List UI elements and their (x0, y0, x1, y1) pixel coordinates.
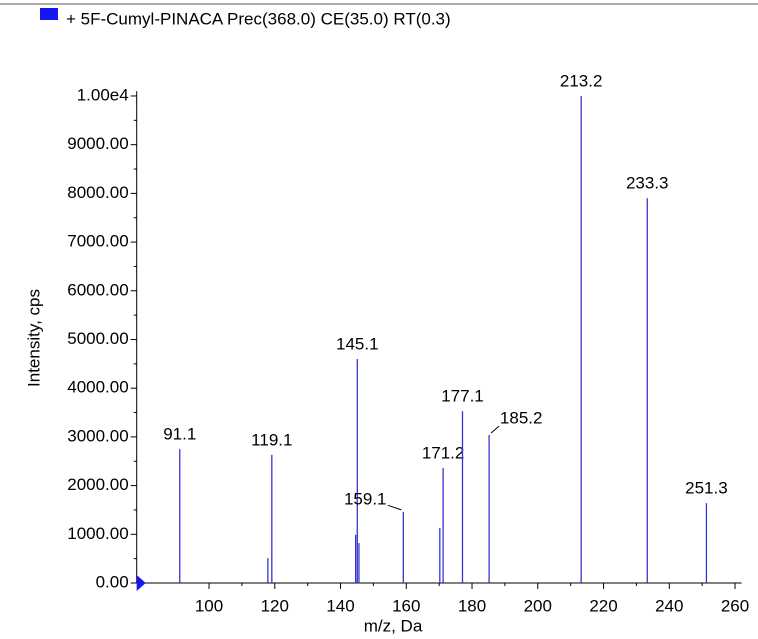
x-axis-label: m/z, Da (364, 616, 423, 635)
y-tick-label: 5000.00 (67, 329, 128, 348)
y-tick-label: 1000.00 (67, 524, 128, 543)
peak-label: 233.3 (626, 174, 669, 193)
y-tick-label: 6000.00 (67, 280, 128, 299)
y-tick-label: 0.00 (96, 572, 129, 591)
x-tick-label: 260 (721, 596, 749, 615)
peak-label: 145.1 (336, 334, 379, 353)
peak-label: 251.3 (685, 479, 728, 498)
x-tick-label: 140 (326, 596, 354, 615)
peak-label: 91.1 (163, 425, 196, 444)
peak-label: 171.2 (422, 444, 465, 463)
x-tick-label: 200 (524, 596, 552, 615)
y-tick-label: 1.00e4 (77, 85, 129, 104)
peak-label: 213.2 (560, 71, 603, 90)
y-tick-label: 7000.00 (67, 232, 128, 251)
y-tick-label: 8000.00 (67, 183, 128, 202)
peak-label: 159.1 (344, 489, 387, 508)
origin-marker (136, 575, 146, 591)
y-axis-label: Intensity, cps (24, 289, 43, 387)
peak-label: 177.1 (441, 387, 484, 406)
x-tick-label: 220 (589, 596, 617, 615)
y-tick-label: 4000.00 (67, 378, 128, 397)
legend-swatch (40, 8, 58, 20)
leader-line (387, 504, 402, 511)
y-tick-label: 9000.00 (67, 134, 128, 153)
x-tick-label: 100 (195, 596, 223, 615)
x-tick-label: 180 (458, 596, 486, 615)
x-tick-label: 120 (261, 596, 289, 615)
peak-label: 185.2 (500, 408, 543, 427)
peak-label: 119.1 (251, 430, 292, 449)
y-tick-label: 2000.00 (67, 475, 128, 494)
legend-label: + 5F-Cumyl-PINACA Prec(368.0) CE(35.0) R… (66, 9, 451, 28)
leader-line (490, 425, 500, 434)
y-tick-label: 3000.00 (67, 426, 128, 445)
x-tick-label: 160 (392, 596, 420, 615)
x-tick-label: 240 (655, 596, 683, 615)
